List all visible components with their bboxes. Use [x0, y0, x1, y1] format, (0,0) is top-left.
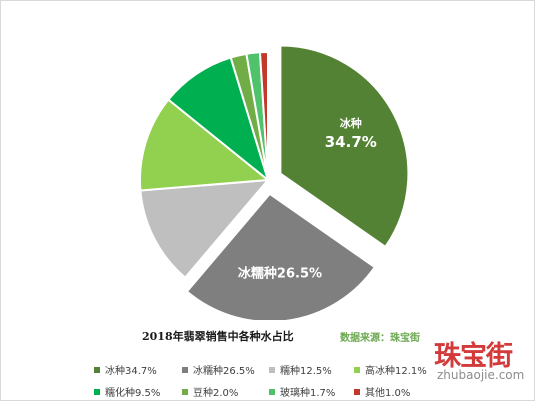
legend-swatch-6 — [269, 388, 275, 395]
legend-swatch-2 — [269, 366, 275, 373]
legend-item-0: 冰种34.7% — [94, 362, 182, 377]
legend-item-3: 高冰种12.1% — [354, 362, 434, 377]
legend-swatch-4 — [94, 388, 100, 395]
pie-slice-2 — [139, 178, 271, 280]
pie-slice-7 — [258, 50, 269, 181]
legend-swatch-1 — [182, 366, 188, 373]
legend-label-3: 高冰种12.1% — [365, 366, 427, 377]
slice-label-0: 冰种 — [340, 116, 362, 130]
pie-slice-4 — [166, 56, 270, 183]
legend-item-2: 糯种12.5% — [269, 362, 354, 377]
legend-item-5: 豆种2.0% — [182, 384, 269, 399]
legend-label-7: 其他1.0% — [365, 388, 411, 399]
legend-label-4: 糯化种9.5% — [105, 388, 161, 399]
pie-slice-3 — [139, 98, 271, 192]
pie-slice-0 — [279, 44, 410, 249]
legend-item-1: 冰糯种26.5% — [182, 362, 269, 377]
legend-swatch-5 — [182, 388, 188, 395]
legend-label-5: 豆种2.0% — [193, 388, 239, 399]
watermark-logo: 珠宝街 — [434, 341, 513, 372]
source-label: 数据来源：珠宝街 — [340, 333, 420, 344]
watermark-url: zhubaojie.com — [437, 368, 525, 382]
legend-item-4: 糯化种9.5% — [94, 384, 182, 399]
legend-item-7: 其他1.0% — [354, 384, 434, 399]
slice-value-0: 34.7% — [325, 133, 377, 151]
legend-label-6: 玻璃种1.7% — [280, 388, 336, 399]
pie-slice-1 — [185, 192, 377, 320]
legend-label-0: 冰种34.7% — [105, 366, 157, 377]
legend-swatch-3 — [354, 366, 360, 373]
legend-item-6: 玻璃种1.7% — [269, 384, 354, 399]
legend-label-2: 糯种12.5% — [280, 366, 332, 377]
legend: 冰种34.7% 冰糯种26.5% 糯种12.5% 高冰种12.1% 糯化种9.5% 豆种2… — [94, 362, 434, 399]
legend-swatch-7 — [354, 388, 360, 395]
legend-label-1: 冰糯种26.5% — [193, 366, 255, 377]
pie-chart: 冰种 34.7% 冰糯种26.5% — [139, 44, 410, 320]
chart-title: 2018年翡翠销售中各种水占比 — [142, 330, 294, 343]
slice-label-1: 冰糯种26.5% — [238, 266, 322, 282]
legend-swatch-0 — [94, 366, 100, 373]
